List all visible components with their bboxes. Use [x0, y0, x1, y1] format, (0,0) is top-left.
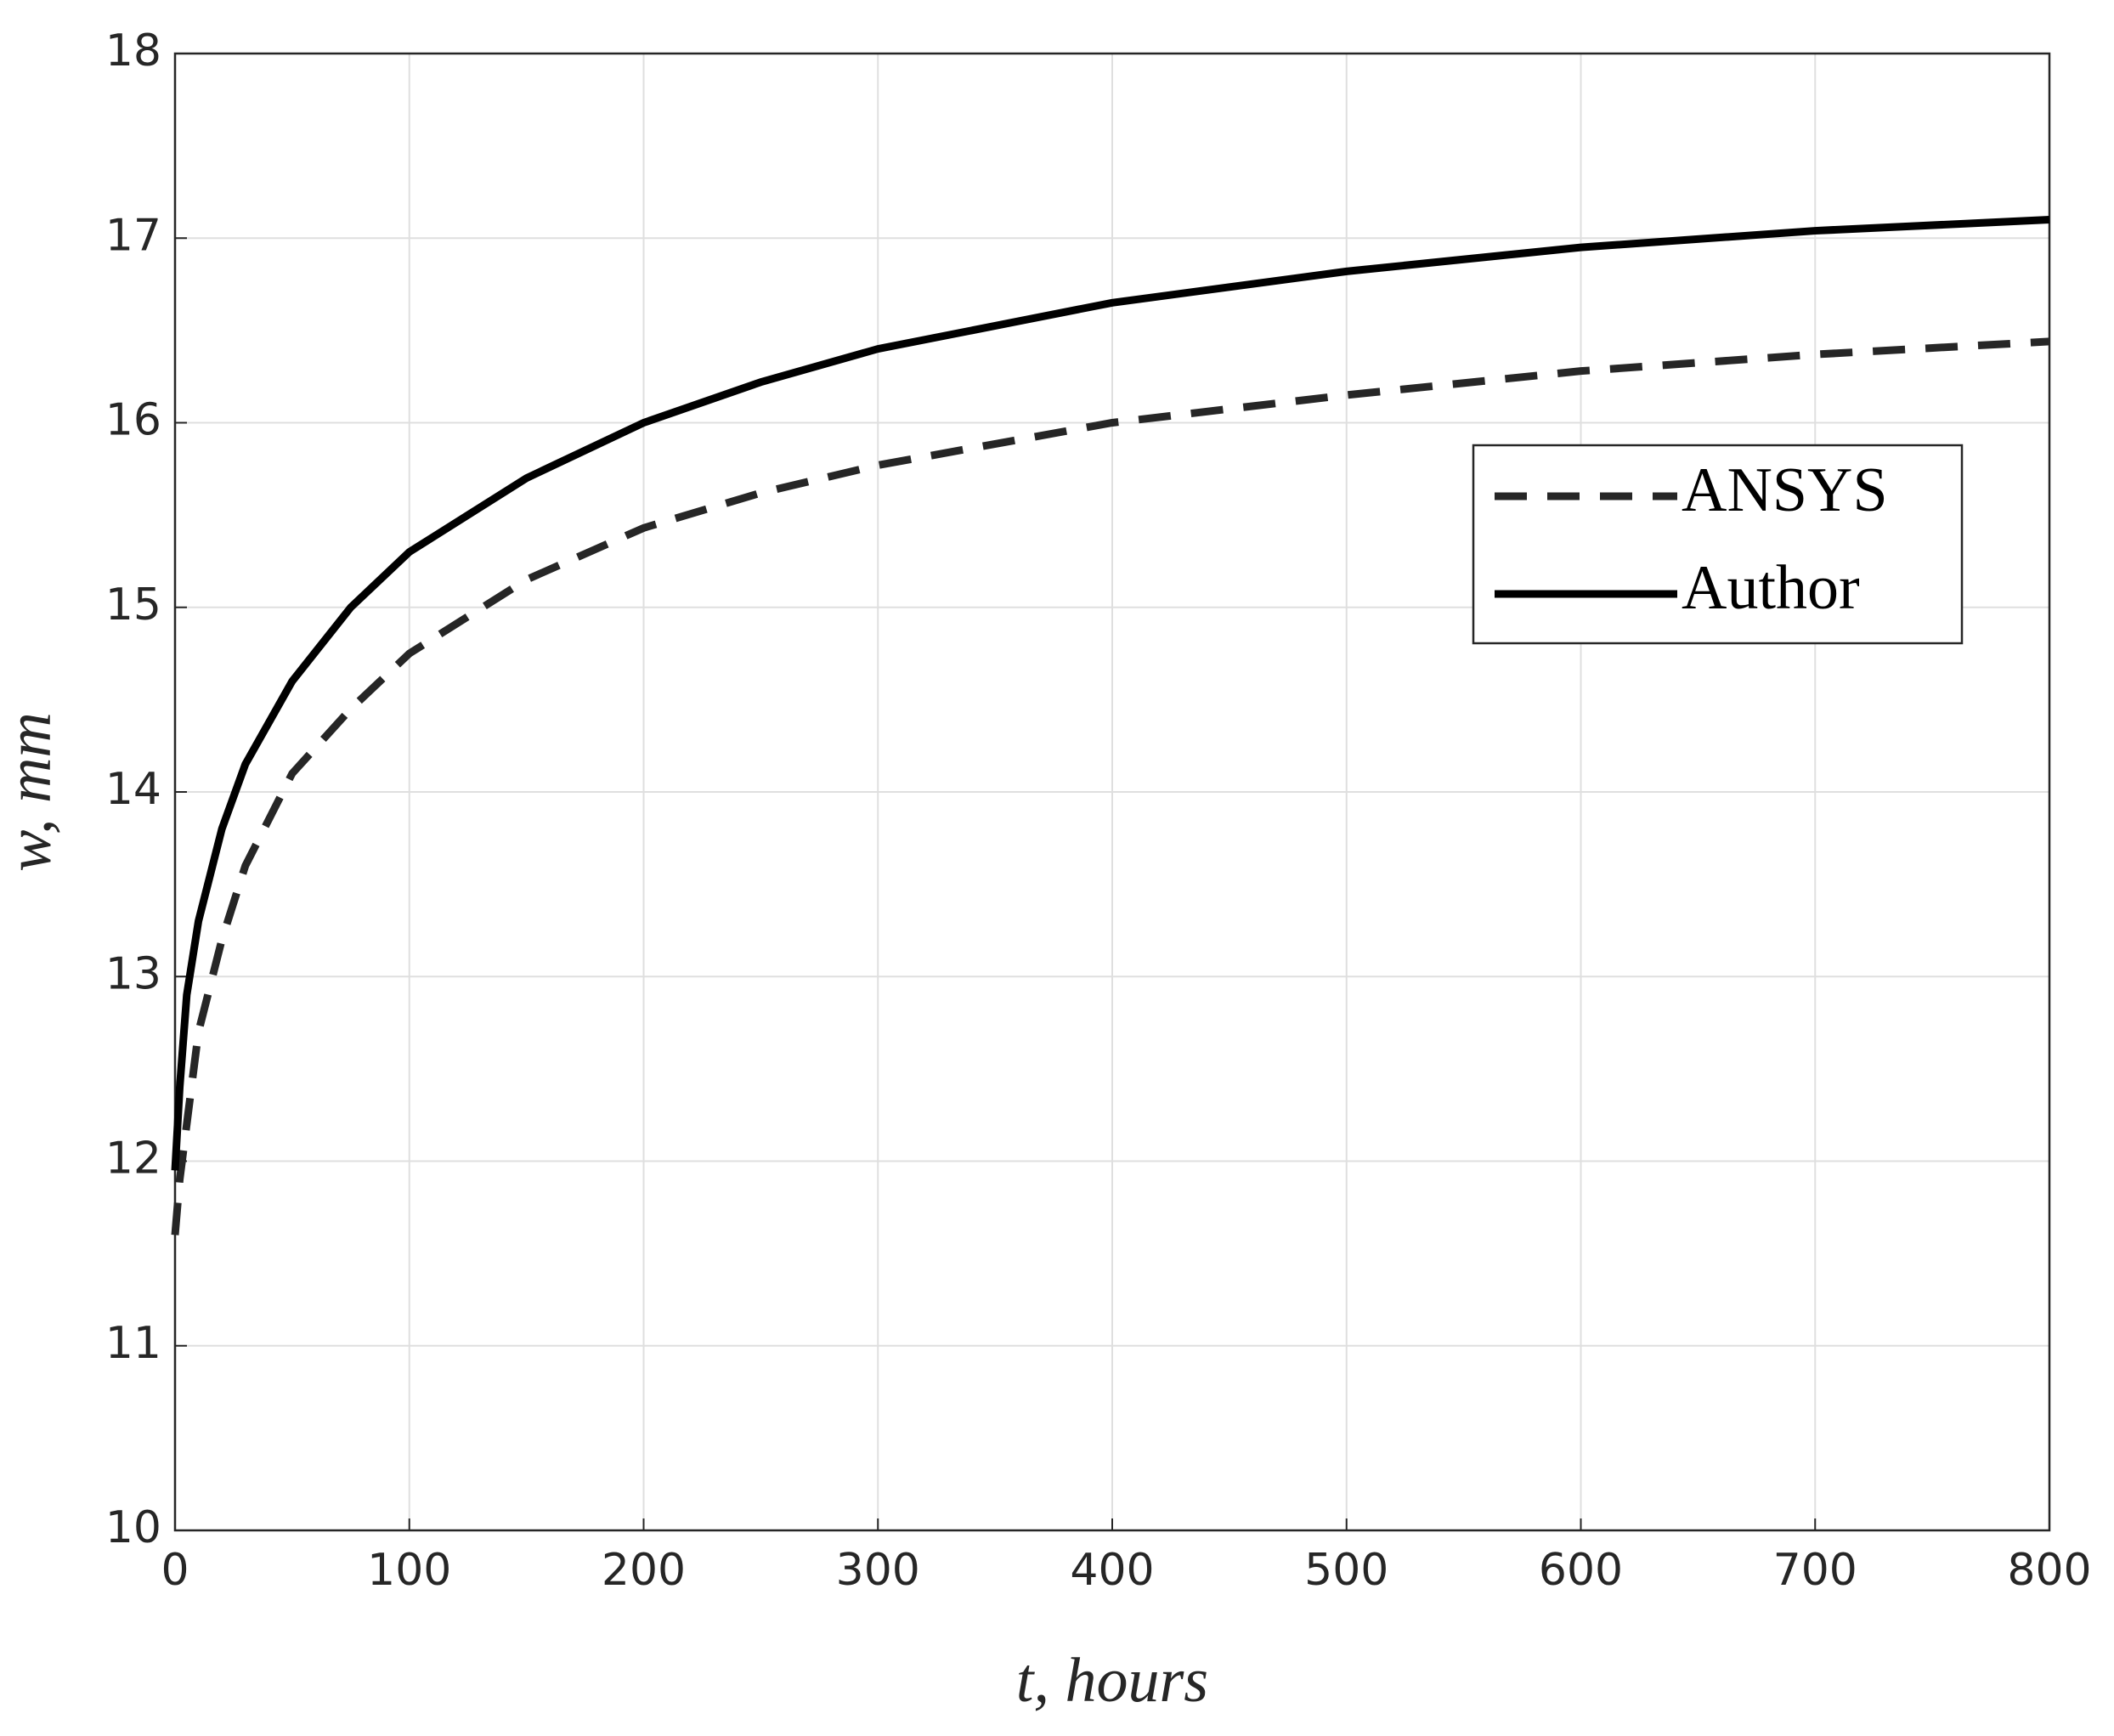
x-tick-label: 700 [1773, 1545, 1857, 1596]
x-axis-label: t, hours [1016, 1646, 1208, 1716]
y-tick-label: 11 [105, 1318, 161, 1369]
x-tick-label: 100 [367, 1545, 451, 1596]
y-tick-label: 13 [105, 948, 161, 999]
legend-label: ANSYS [1682, 455, 1888, 525]
x-tick-label: 400 [1070, 1545, 1154, 1596]
y-tick-label: 10 [105, 1502, 161, 1553]
x-tick-label: 0 [161, 1545, 189, 1596]
y-axis-label: w, mm [0, 712, 65, 872]
x-tick-label: 300 [836, 1545, 920, 1596]
x-tick-label: 800 [2007, 1545, 2091, 1596]
x-tick-label: 200 [602, 1545, 686, 1596]
y-tick-label: 12 [105, 1134, 161, 1185]
y-tick-label: 16 [105, 395, 161, 446]
x-tick-label: 500 [1304, 1545, 1388, 1596]
line-series [171, 216, 2050, 1171]
axes-box [173, 52, 2051, 1532]
line-series [171, 337, 2050, 1236]
y-tick-label: 15 [105, 580, 161, 631]
legend-label: Author [1682, 553, 1860, 623]
legend-box [1472, 444, 1964, 645]
y-tick-label: 17 [105, 210, 161, 261]
y-tick-label: 14 [105, 764, 161, 815]
x-tick-label: 600 [1539, 1545, 1623, 1596]
y-tick-label: 18 [105, 25, 161, 76]
